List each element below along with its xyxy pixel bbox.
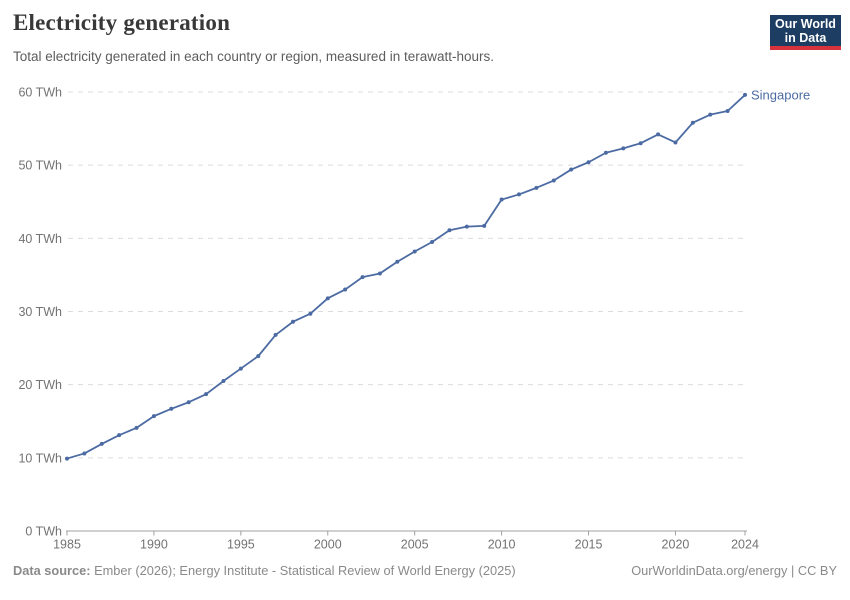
data-point[interactable] <box>464 224 469 229</box>
data-point[interactable] <box>273 332 278 337</box>
x-tick-label: 1990 <box>140 538 168 552</box>
data-source-text: Ember (2026); Energy Institute - Statist… <box>90 563 516 578</box>
data-point[interactable] <box>82 451 87 456</box>
owid-footer-link[interactable]: OurWorldinData.org/energy | CC BY <box>631 563 837 578</box>
data-point[interactable] <box>395 259 400 264</box>
data-point[interactable] <box>99 441 104 446</box>
data-point[interactable] <box>447 228 452 233</box>
data-point[interactable] <box>117 433 122 438</box>
data-point[interactable] <box>638 141 643 146</box>
data-point[interactable] <box>499 197 504 202</box>
data-point[interactable] <box>551 178 556 183</box>
data-point[interactable] <box>291 319 295 324</box>
data-point[interactable] <box>482 223 487 228</box>
x-tick-label: 1995 <box>227 538 255 552</box>
chart-subtitle: Total electricity generated in each coun… <box>13 49 494 64</box>
y-tick-label: 30 TWh <box>18 305 62 319</box>
y-tick-label: 60 TWh <box>18 86 62 100</box>
data-point[interactable] <box>221 379 226 384</box>
y-tick-label: 0 TWh <box>25 525 62 539</box>
y-tick-label: 50 TWh <box>18 159 62 173</box>
data-point[interactable] <box>430 239 435 244</box>
line-chart[interactable]: 0 TWh 10 TWh 20 TWh 30 TWh 40 TWh 50 TWh 60 TW… <box>0 80 850 560</box>
y-tick-label: 40 TWh <box>18 232 62 246</box>
x-tick-label: 2020 <box>662 538 690 552</box>
chart-title: Electricity generation <box>13 10 231 35</box>
data-point[interactable] <box>65 456 69 461</box>
data-point[interactable] <box>151 414 156 419</box>
data-point[interactable] <box>673 140 678 145</box>
owid-logo-line1: Our World <box>775 17 836 31</box>
x-tick-label: 1985 <box>53 538 81 552</box>
data-point[interactable] <box>725 109 730 114</box>
data-point[interactable] <box>708 112 713 117</box>
data-point[interactable] <box>743 92 747 97</box>
data-point[interactable] <box>343 287 348 292</box>
chart-footer: Data source: Ember (2026); Energy Instit… <box>13 563 837 578</box>
data-point[interactable] <box>534 185 539 190</box>
owid-logo[interactable]: Our World in Data <box>770 15 841 50</box>
y-tick-label: 10 TWh <box>18 451 62 465</box>
x-tick-label: 2024 <box>731 538 759 552</box>
data-point[interactable] <box>412 249 417 254</box>
data-point[interactable] <box>325 296 330 301</box>
data-point[interactable] <box>586 160 591 165</box>
data-point[interactable] <box>204 392 209 397</box>
data-point[interactable] <box>569 167 574 172</box>
data-point[interactable] <box>134 425 139 430</box>
data-point[interactable] <box>690 120 695 125</box>
data-point[interactable] <box>656 132 661 137</box>
series-end-label: Singapore <box>751 87 810 102</box>
y-tick-label: 20 TWh <box>18 378 62 392</box>
data-point[interactable] <box>603 150 608 155</box>
x-tick-label: 2005 <box>401 538 429 552</box>
x-tick-label: 2000 <box>314 538 342 552</box>
data-point[interactable] <box>377 271 382 276</box>
data-point[interactable] <box>360 275 365 280</box>
data-point[interactable] <box>621 146 626 151</box>
owid-logo-line2: in Data <box>784 31 827 45</box>
data-point[interactable] <box>186 400 191 405</box>
data-point[interactable] <box>308 311 313 316</box>
data-source: Data source: Ember (2026); Energy Instit… <box>13 563 516 578</box>
data-line <box>66 94 746 460</box>
data-point[interactable] <box>238 366 243 371</box>
data-point[interactable] <box>256 354 261 359</box>
data-source-label: Data source: <box>13 563 91 578</box>
data-point[interactable] <box>517 192 521 197</box>
x-tick-label: 2015 <box>575 538 603 552</box>
x-tick-label: 2010 <box>488 538 516 552</box>
data-point[interactable] <box>169 406 174 411</box>
